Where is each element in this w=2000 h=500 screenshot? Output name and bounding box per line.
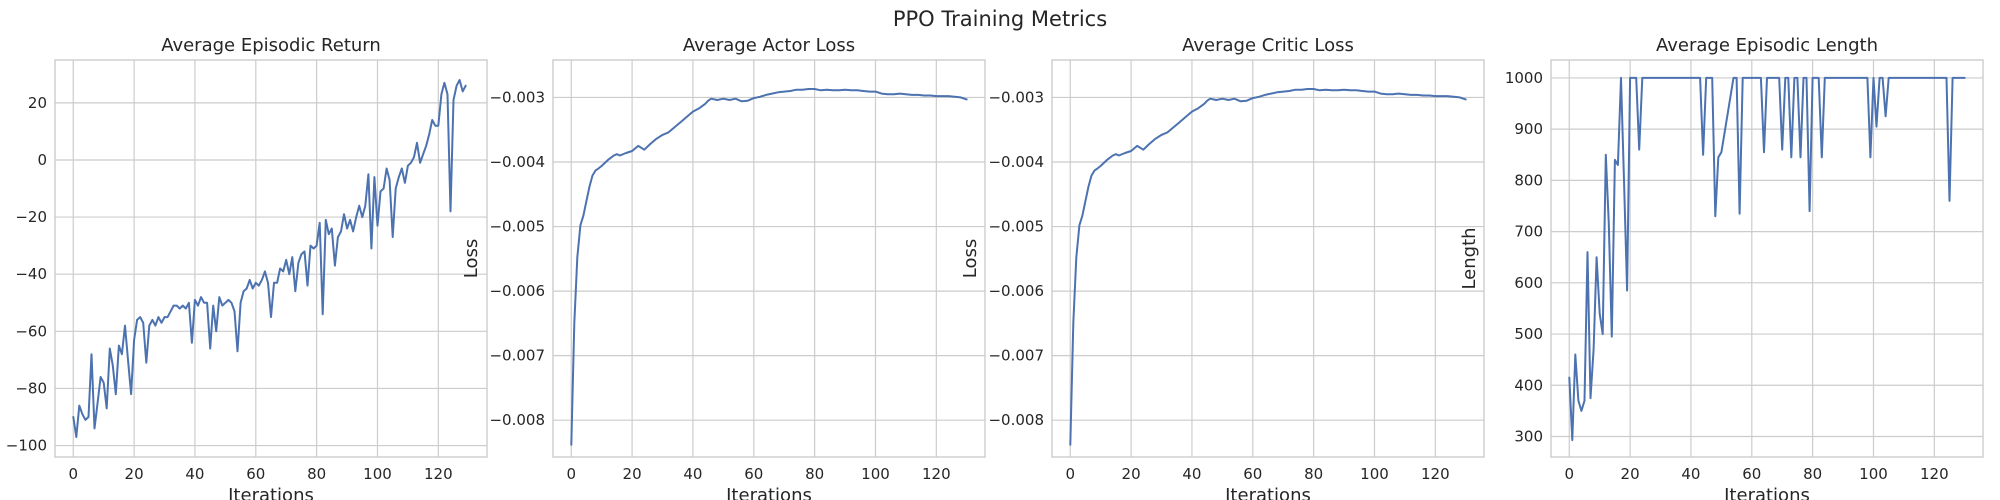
y-tick-label: −0.007 — [988, 347, 1044, 365]
x-tick-label: 40 — [1681, 465, 1700, 483]
y-axis-label: Loss — [960, 239, 981, 278]
y-axis-label: Loss — [461, 239, 482, 278]
y-tick-label: 800 — [1514, 171, 1543, 189]
chart-title: Average Episodic Length — [1656, 35, 1878, 56]
y-tick-label: −100 — [6, 437, 47, 455]
x-tick-label: 40 — [1182, 465, 1201, 483]
chart-panel-3: 0 20 40 60 80 100 120 −0.008 −0.007 −0.006 −0.005 −… — [960, 35, 1485, 500]
y-tick-label: −0.003 — [988, 88, 1044, 106]
y-tick-label: 400 — [1514, 376, 1543, 394]
series-line — [570, 88, 968, 446]
chart-title: Average Critic Loss — [1182, 35, 1354, 56]
x-tick-label: 60 — [1742, 465, 1761, 483]
chart-title: Average Actor Loss — [683, 35, 855, 56]
y-tick-label: 500 — [1514, 325, 1543, 343]
figure-title: PPO Training Metrics — [893, 7, 1107, 31]
x-tick-label: 120 — [922, 465, 951, 483]
y-tick-label: −0.008 — [489, 411, 545, 429]
y-tick-label: −0.006 — [988, 282, 1044, 300]
chart-title: Average Episodic Return — [161, 35, 381, 56]
x-tick-label: 120 — [1421, 465, 1450, 483]
axes-frame — [54, 59, 488, 458]
axes-frame — [1550, 59, 1984, 458]
chart-panel-4: 0 20 40 60 80 100 120 300 400 500 600 700 800 900 1000… — [1459, 35, 1984, 500]
x-tick-label: 20 — [125, 465, 144, 483]
y-tick-label: −0.008 — [988, 411, 1044, 429]
y-tick-label: 0 — [37, 151, 47, 169]
y-tick-label: −60 — [15, 322, 47, 340]
y-tick-label: 600 — [1514, 274, 1543, 292]
x-tick-label: 0 — [566, 465, 576, 483]
axes-frame — [1051, 59, 1485, 458]
y-tick-label: −20 — [15, 208, 47, 226]
y-tick-label: −0.003 — [489, 88, 545, 106]
x-tick-label: 0 — [1065, 465, 1075, 483]
x-tick-label: 80 — [1803, 465, 1822, 483]
x-tick-label: 80 — [307, 465, 326, 483]
x-axis-label: Iterations — [726, 485, 812, 500]
y-tick-label: −0.005 — [988, 218, 1044, 236]
x-tick-label: 40 — [185, 465, 204, 483]
x-tick-label: 80 — [805, 465, 824, 483]
x-tick-label: 60 — [246, 465, 265, 483]
x-tick-label: 100 — [1859, 465, 1888, 483]
series-line — [1568, 76, 1966, 442]
y-tick-label: −80 — [15, 379, 47, 397]
chart-panel-2: 0 20 40 60 80 100 120 −0.008 −0.007 −0.006 −0.005 −… — [461, 35, 986, 500]
y-tick-label: 1000 — [1505, 69, 1543, 87]
y-tick-label: −0.007 — [489, 347, 545, 365]
x-tick-label: 20 — [1122, 465, 1141, 483]
y-tick-label: 300 — [1514, 428, 1543, 446]
x-tick-label: 0 — [68, 465, 78, 483]
y-axis-label: Length — [1459, 227, 1480, 289]
x-tick-label: 20 — [1621, 465, 1640, 483]
x-axis-label: Iterations — [1225, 485, 1311, 500]
y-tick-label: −0.005 — [489, 218, 545, 236]
y-tick-label: 700 — [1514, 223, 1543, 241]
series-line — [72, 79, 467, 438]
axes-frame — [552, 59, 986, 458]
x-tick-label: 20 — [623, 465, 642, 483]
chart-panel-1: 0 20 40 60 80 100 120 −100 −80 −60 −40 −20 0 20 Averag… — [6, 35, 488, 500]
y-tick-label: −0.006 — [489, 282, 545, 300]
x-tick-label: 40 — [683, 465, 702, 483]
y-tick-label: 900 — [1514, 120, 1543, 138]
x-tick-label: 100 — [1360, 465, 1389, 483]
x-tick-label: 120 — [424, 465, 453, 483]
x-tick-label: 100 — [861, 465, 890, 483]
x-tick-label: 100 — [363, 465, 392, 483]
x-axis-label: Iterations — [228, 485, 314, 500]
x-tick-label: 60 — [744, 465, 763, 483]
y-tick-label: −0.004 — [489, 153, 545, 171]
x-tick-label: 0 — [1564, 465, 1574, 483]
x-tick-label: 80 — [1304, 465, 1323, 483]
series-line — [1069, 88, 1467, 446]
y-tick-label: −0.004 — [988, 153, 1044, 171]
x-axis-label: Iterations — [1724, 485, 1810, 500]
y-tick-label: −40 — [15, 265, 47, 283]
y-tick-label: 20 — [28, 94, 47, 112]
x-tick-label: 120 — [1920, 465, 1949, 483]
x-tick-label: 60 — [1243, 465, 1262, 483]
